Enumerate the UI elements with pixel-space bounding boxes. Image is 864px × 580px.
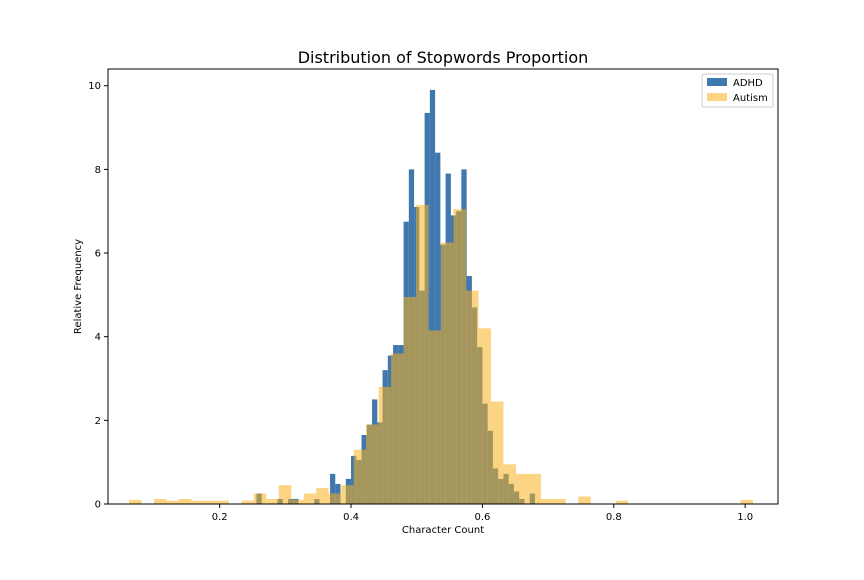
histogram-bar-autism bbox=[316, 488, 329, 504]
series-autism bbox=[129, 204, 754, 505]
y-axis-ticks: 0 2 4 6 8 10 bbox=[88, 81, 108, 511]
legend-label-adhd: ADHD bbox=[733, 78, 763, 89]
plot-area-frame bbox=[107, 68, 779, 505]
legend-swatch-autism bbox=[707, 93, 727, 101]
histogram-bar-autism bbox=[453, 209, 466, 504]
histogram-bar-autism bbox=[353, 449, 367, 505]
histogram-bar-autism bbox=[403, 296, 417, 504]
y-tick-label: 10 bbox=[88, 81, 101, 92]
x-axis-label: Character Count bbox=[402, 525, 484, 536]
histogram-bar-autism bbox=[528, 473, 541, 504]
bars-layer bbox=[129, 89, 754, 505]
y-tick-label: 4 bbox=[95, 332, 101, 343]
histogram-bar-autism bbox=[303, 493, 317, 504]
x-tick-label: 0.2 bbox=[212, 512, 228, 523]
histogram-bar-autism bbox=[129, 499, 142, 504]
histogram-bar-autism bbox=[441, 242, 454, 504]
histogram-bar-autism bbox=[191, 500, 204, 504]
legend-swatch-adhd bbox=[707, 78, 727, 86]
x-tick-label: 0.6 bbox=[474, 512, 490, 523]
histogram-bar-autism bbox=[465, 290, 479, 504]
histogram-bar-autism bbox=[216, 500, 229, 504]
histogram-bar-autism bbox=[241, 500, 254, 504]
histogram-bar-autism bbox=[478, 328, 491, 504]
chart-title: Distribution of Stopwords Proportion bbox=[298, 48, 589, 67]
y-tick-label: 0 bbox=[95, 500, 101, 511]
y-axis-label: Relative Frequency bbox=[73, 239, 84, 334]
histogram-bar-autism bbox=[266, 498, 279, 504]
histogram-bar-autism bbox=[203, 500, 217, 504]
y-tick-label: 2 bbox=[95, 416, 101, 427]
histogram-bar-adhd bbox=[429, 89, 436, 504]
histogram-bar-autism bbox=[540, 498, 554, 504]
histogram-bar-autism bbox=[378, 386, 392, 504]
histogram-bar-adhd bbox=[435, 152, 441, 504]
histogram-bar-autism bbox=[253, 493, 267, 504]
x-axis-ticks: 0.2 0.4 0.6 0.8 1.0 bbox=[212, 504, 753, 523]
histogram-bar-autism bbox=[615, 500, 629, 504]
histogram-bar-autism bbox=[291, 499, 304, 504]
histogram-bar-adhd bbox=[330, 473, 336, 504]
histogram-bar-autism bbox=[178, 498, 192, 504]
histogram-bar-autism bbox=[278, 485, 292, 504]
histogram-bar-autism bbox=[366, 424, 379, 504]
legend: ADHD Autism bbox=[701, 73, 774, 108]
histogram-bar-autism bbox=[553, 498, 566, 504]
histogram-bar-autism bbox=[428, 330, 442, 504]
legend-label-autism: Autism bbox=[733, 93, 768, 104]
y-tick-label: 6 bbox=[95, 249, 101, 260]
x-tick-label: 1.0 bbox=[737, 512, 753, 523]
histogram-bar-autism bbox=[578, 496, 591, 504]
x-tick-label: 0.8 bbox=[606, 512, 622, 523]
histogram-bar-autism bbox=[740, 499, 754, 504]
x-tick-label: 0.4 bbox=[343, 512, 359, 523]
histogram-bar-autism bbox=[391, 353, 404, 504]
histogram-bar-autism bbox=[341, 485, 354, 504]
histogram-bar-autism bbox=[328, 493, 342, 504]
histogram-bar-adhd bbox=[351, 455, 357, 504]
histogram-bar-autism bbox=[515, 473, 529, 504]
histogram-bar-autism bbox=[153, 498, 167, 504]
histogram-bar-autism bbox=[490, 401, 504, 504]
histogram-bar-autism bbox=[416, 204, 429, 504]
histogram-bar-autism bbox=[503, 464, 516, 504]
y-tick-label: 8 bbox=[95, 165, 101, 176]
histogram-bar-autism bbox=[166, 500, 179, 504]
